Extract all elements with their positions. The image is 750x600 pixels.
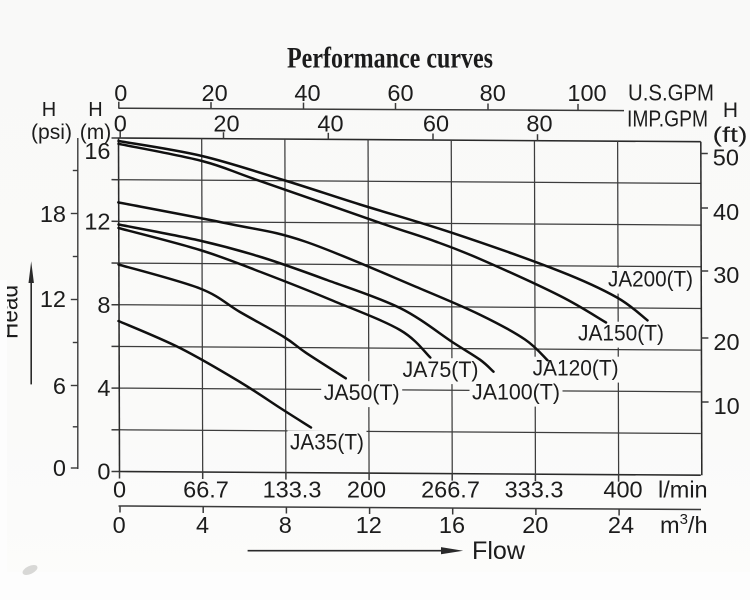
svg-text:400: 400	[603, 477, 642, 503]
svg-text:50: 50	[713, 145, 739, 171]
svg-text:100: 100	[567, 80, 606, 106]
svg-text:JA150(T): JA150(T)	[578, 321, 664, 346]
svg-text:H: H	[723, 99, 738, 122]
svg-text:12: 12	[84, 208, 110, 234]
svg-text:l/min: l/min	[658, 477, 708, 503]
svg-text:JA75(T): JA75(T)	[403, 357, 479, 382]
svg-text:40: 40	[294, 80, 320, 106]
svg-text:16: 16	[439, 512, 465, 538]
svg-text:(psi): (psi)	[31, 121, 72, 144]
svg-text:40: 40	[317, 111, 343, 137]
svg-text:12: 12	[40, 286, 66, 312]
svg-text:40: 40	[713, 199, 739, 225]
svg-text:6: 6	[53, 373, 66, 399]
svg-text:JA120(T): JA120(T)	[533, 356, 619, 381]
svg-text:80: 80	[480, 80, 506, 106]
svg-text:U.S.GPM: U.S.GPM	[628, 80, 714, 106]
svg-text:(m): (m)	[80, 121, 111, 144]
svg-text:12: 12	[356, 512, 382, 538]
svg-text:20: 20	[522, 512, 548, 538]
svg-text:200: 200	[347, 477, 386, 503]
svg-text:333.3: 333.3	[505, 477, 564, 503]
svg-text:JA50(T): JA50(T)	[324, 380, 400, 405]
svg-text:Performance curves: Performance curves	[287, 42, 493, 75]
svg-text:JA100(T): JA100(T)	[472, 380, 560, 405]
svg-text:8: 8	[279, 512, 292, 538]
svg-text:Flow: Flow	[472, 537, 526, 565]
svg-text:80: 80	[526, 111, 552, 137]
svg-text:0: 0	[114, 111, 127, 137]
svg-text:4: 4	[97, 375, 110, 401]
svg-text:20: 20	[202, 80, 228, 106]
svg-text:H: H	[88, 99, 102, 121]
svg-text:66.7: 66.7	[183, 477, 229, 503]
svg-text:0: 0	[53, 455, 66, 481]
svg-text:20: 20	[713, 329, 739, 355]
svg-text:20: 20	[213, 111, 239, 137]
svg-text:JA35(T): JA35(T)	[290, 429, 364, 454]
svg-text:IMP.GPM: IMP.GPM	[627, 106, 708, 132]
svg-text:266.7: 266.7	[421, 477, 480, 503]
svg-text:24: 24	[608, 512, 634, 538]
svg-text:8: 8	[97, 292, 110, 318]
svg-text:30: 30	[713, 262, 739, 288]
svg-text:0: 0	[113, 512, 126, 538]
svg-text:133.3: 133.3	[263, 477, 322, 503]
svg-text:(ft): (ft)	[713, 124, 748, 147]
svg-text:60: 60	[423, 111, 449, 137]
svg-text:10: 10	[714, 393, 740, 419]
svg-text:JA200(T): JA200(T)	[608, 267, 693, 292]
svg-text:H: H	[42, 99, 56, 121]
svg-text:0: 0	[114, 80, 127, 106]
svg-text:0: 0	[113, 477, 126, 503]
svg-text:60: 60	[387, 80, 413, 106]
svg-text:16: 16	[84, 138, 110, 164]
svg-text:18: 18	[40, 201, 66, 227]
svg-text:4: 4	[196, 512, 209, 538]
svg-text:0: 0	[97, 459, 110, 485]
